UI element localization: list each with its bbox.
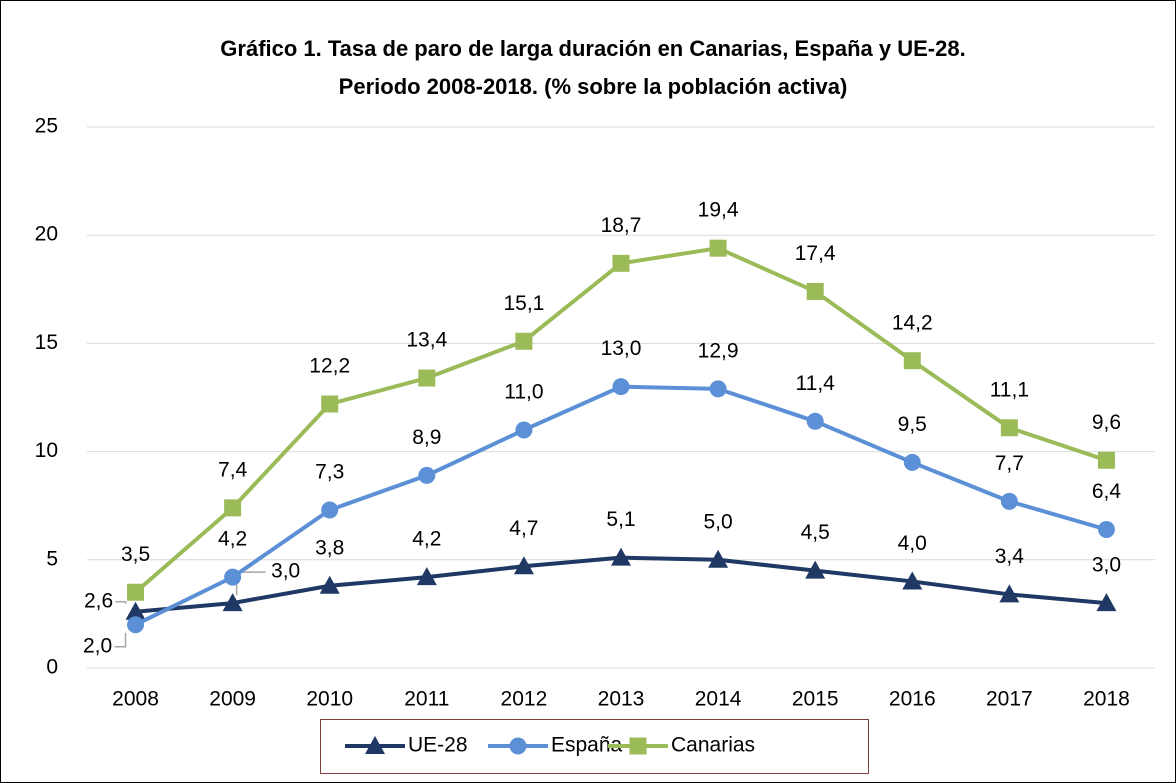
marker: [418, 369, 436, 387]
marker: [612, 254, 630, 272]
marker: [509, 737, 527, 755]
marker: [902, 571, 923, 590]
data-label: 19,4: [698, 199, 739, 222]
marker: [515, 332, 533, 350]
data-label: 11,0: [504, 381, 543, 404]
chart-title: Periodo 2008-2018. (% sobre la población…: [339, 74, 848, 99]
marker: [1000, 492, 1018, 510]
data-label: 3,8: [315, 536, 344, 559]
chart-title: Gráfico 1. Tasa de paro de larga duració…: [220, 36, 965, 61]
marker: [805, 560, 826, 579]
x-tick-label: 2008: [112, 688, 159, 711]
x-tick-label: 2010: [306, 688, 353, 711]
data-label: 13,4: [406, 329, 447, 352]
data-label: 17,4: [795, 242, 836, 265]
data-label: 15,1: [503, 292, 544, 315]
data-label: 13,0: [601, 337, 642, 360]
data-label: 12,9: [698, 339, 739, 362]
y-tick-label: 15: [35, 331, 58, 354]
data-label: 5,0: [703, 510, 732, 533]
data-label: 4,2: [412, 528, 441, 551]
marker: [903, 352, 921, 370]
marker: [1097, 521, 1115, 539]
data-label: 9,6: [1092, 411, 1121, 434]
data-label: 9,5: [898, 413, 927, 436]
data-label: 14,2: [892, 311, 933, 334]
data-label: 12,2: [309, 355, 350, 378]
data-label: 6,4: [1092, 480, 1122, 503]
data-label: 3,4: [995, 545, 1025, 568]
legend-label: Canarias: [671, 734, 755, 757]
x-tick-label: 2018: [1083, 688, 1130, 711]
leader-line: [114, 632, 127, 648]
x-tick-label: 2013: [598, 688, 645, 711]
marker: [125, 601, 146, 620]
marker: [612, 378, 630, 396]
marker: [127, 583, 145, 601]
x-tick-label: 2015: [792, 688, 839, 711]
x-tick-label: 2011: [404, 688, 449, 711]
x-tick-label: 2012: [501, 688, 548, 711]
marker: [418, 466, 436, 484]
marker: [365, 736, 385, 754]
marker: [806, 412, 824, 430]
x-tick-label: 2009: [209, 688, 256, 711]
marker: [999, 584, 1020, 603]
data-label: 7,4: [218, 458, 248, 481]
marker: [127, 616, 145, 634]
marker: [806, 282, 824, 300]
data-label: 11,1: [990, 378, 1029, 401]
data-label: 18,7: [601, 214, 642, 237]
data-label: 7,3: [315, 461, 344, 484]
marker: [1097, 451, 1115, 469]
marker: [416, 567, 437, 586]
legend-label: España: [551, 734, 623, 757]
x-tick-label: 2016: [889, 688, 936, 711]
marker: [224, 499, 242, 517]
leader-line: [115, 600, 127, 604]
x-tick-label: 2017: [986, 688, 1033, 711]
data-label: 4,7: [509, 517, 538, 540]
marker: [321, 395, 339, 413]
data-label: 4,2: [218, 528, 247, 551]
marker: [222, 593, 243, 612]
data-label: 2,0: [83, 634, 112, 657]
marker: [903, 453, 921, 471]
data-label: 3,0: [1092, 554, 1121, 577]
marker: [709, 380, 727, 398]
data-label: 3,5: [121, 543, 150, 566]
data-label: 11,4: [796, 372, 836, 395]
legend-label: UE-28: [408, 734, 468, 757]
marker: [708, 549, 729, 568]
legend-box: [320, 719, 869, 774]
y-tick-label: 25: [35, 115, 58, 138]
marker: [513, 556, 534, 575]
marker: [515, 421, 533, 439]
y-tick-label: 5: [46, 547, 58, 570]
data-label: 4,0: [898, 532, 927, 555]
marker: [1096, 593, 1117, 612]
marker: [1000, 419, 1018, 437]
y-tick-label: 20: [35, 223, 58, 246]
x-tick-label: 2014: [695, 688, 742, 711]
data-label: 8,9: [412, 426, 441, 449]
y-tick-label: 0: [46, 656, 58, 679]
data-label: 7,7: [995, 452, 1024, 475]
marker: [709, 239, 727, 257]
marker: [321, 501, 339, 519]
marker: [629, 737, 647, 755]
marker: [319, 575, 340, 594]
data-label: 2,6: [84, 589, 113, 612]
data-label: 4,5: [801, 521, 830, 544]
data-label: 3,0: [271, 560, 300, 583]
data-label: 5,1: [606, 508, 635, 531]
marker: [224, 568, 242, 586]
marker: [611, 547, 631, 566]
y-tick-label: 10: [35, 439, 58, 462]
